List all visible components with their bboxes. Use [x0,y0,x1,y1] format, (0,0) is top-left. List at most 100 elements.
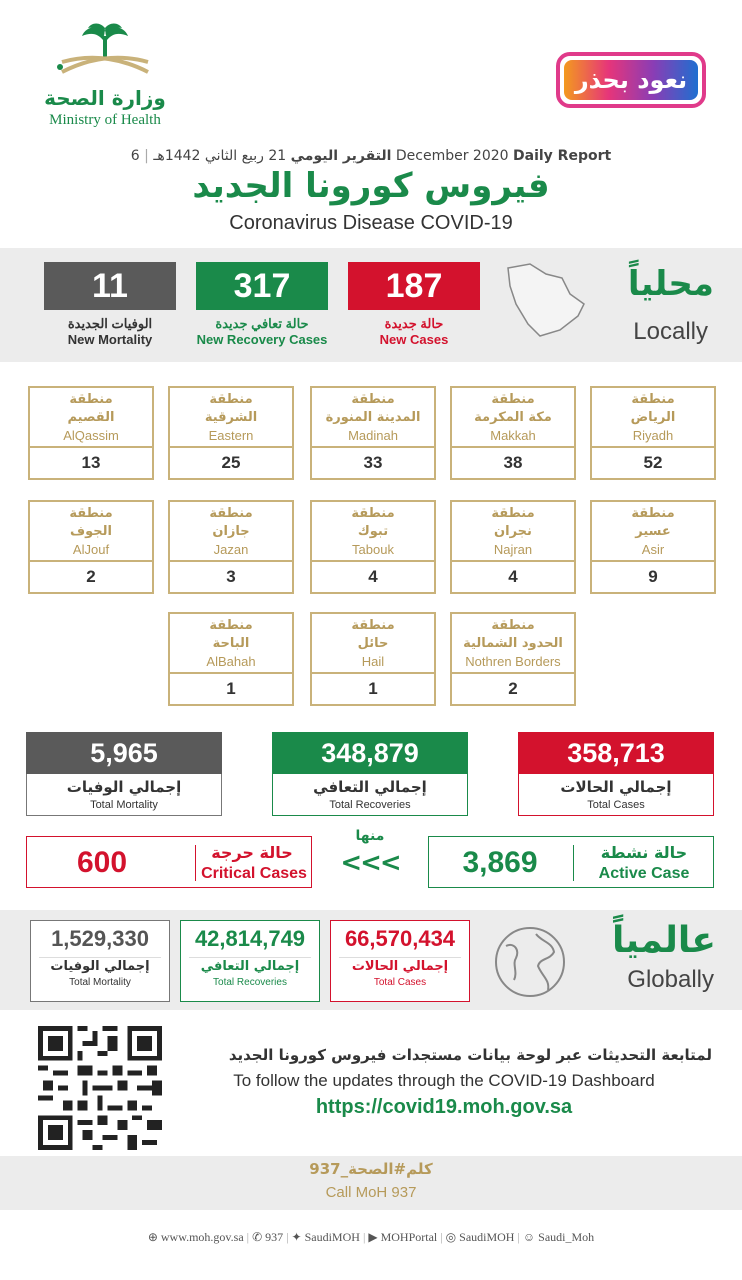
region-name-en: Madinah [348,428,398,443]
global-cases-en: Total Cases [373,977,427,988]
local-title-en: Locally [633,318,708,345]
total-mortality: 5,965 إجمالي الوفيات Total Mortality [26,732,222,816]
ministry-name-en: Ministry of Health [49,112,161,128]
daily-report-line: التقرير اليومي 21 ربيع الثاني 1442هـ | 6… [130,148,612,164]
call-band [0,1156,742,1210]
region-word: منطقة [69,392,113,407]
global-recoveries-ar: إجمالي التعافي [189,957,311,976]
moh-logo: وزارة الصحة Ministry of Health [40,22,170,132]
twitter-icon: ✦ [291,1230,302,1244]
footer-twitter[interactable]: SaudiMOH [304,1230,360,1244]
local-mortality: 11 الوفيات الجديدة New Mortality [44,262,176,348]
region-name-en: Asir [641,542,665,557]
region-count: 33 [363,453,383,472]
region-card: منطقة حائل Hail 1 [310,612,436,706]
region-name-en: Eastern [208,428,254,443]
qr-code[interactable] [38,1026,162,1150]
footer-web[interactable]: www.moh.gov.sa [160,1230,244,1244]
total-recoveries-ar: إجمالي التعافي [313,778,427,796]
critical-cases-box: 600 حالة حرجة Critical Cases [26,836,312,888]
region-card: منطقة الحدود الشمالية Nothren Borders 2 [450,612,576,706]
hijri-date: 21 ربيع الثاني 1442هـ [153,148,287,164]
region-word: منطقة [209,392,253,407]
daily-report-en: Daily Report [513,148,612,164]
global-cases-value: 66,570,434 [344,926,456,951]
arrows-icon: <<< [340,848,401,878]
critical-en: Critical Cases [201,865,307,882]
region-name-en: AlJouf [72,542,110,557]
region-card: منطقة المدينة المنورة Madinah 33 [310,386,436,480]
region-name-en: Makkah [490,428,536,443]
call-en: Call MoH 937 [325,1184,417,1201]
active-value: 3,869 [462,846,538,879]
dashboard-en: To follow the updates through the COVID-… [233,1071,655,1090]
region-name-en: Riyadh [632,428,674,443]
footer-snapchat[interactable]: Saudi_Moh [538,1230,595,1244]
region-name-ar: القصيم [67,410,115,425]
global-recoveries: 42,814,749 إجمالي التعافي Total Recoveri… [180,920,320,1002]
title-en: Coronavirus Disease COVID-19 [229,212,513,234]
youtube-icon: ▶ [368,1230,378,1244]
active-cases-box: 3,869 حالة نشطة Active Case [428,836,714,888]
region-word: منطقة [631,392,675,407]
region-card: منطقة مكة المكرمة Makkah 38 [450,386,576,480]
local-cases: 187 حالة جديدة New Cases [348,262,480,348]
footer-instagram[interactable]: SaudiMOH [459,1230,515,1244]
global-mortality-en: Total Mortality [69,977,131,988]
daily-report-ar: التقرير اليومي [290,148,392,164]
global-title-ar: عالمياً [612,920,716,961]
critical-ar: حالة حرجة [211,843,293,862]
global-cases: 66,570,434 إجمالي الحالات Total Cases [330,920,470,1002]
global-title-en: Globally [627,966,714,993]
region-name-ar: الحدود الشمالية [463,636,563,651]
region-name-ar: الشرقية [204,410,258,425]
region-card: منطقة نجران Najran 4 [450,500,576,594]
region-word: منطقة [69,506,113,521]
region-count: 4 [508,567,518,586]
region-name-en: AlQassim [63,428,119,443]
dashboard-link[interactable]: https://covid19.moh.gov.sa [315,1096,573,1118]
region-name-ar: نجران [494,524,532,539]
region-count: 25 [221,453,241,472]
region-card: منطقة تبوك Tabouk 4 [310,500,436,594]
region-count: 13 [81,453,101,472]
dashboard-ar: لمتابعة التحديثات عبر لوحة بيانات مستجدا… [228,1046,712,1064]
web-icon: ⊕ [147,1230,158,1244]
region-name-ar: جازان [212,524,250,539]
region-word: منطقة [491,392,535,407]
local-title-ar: محلياً [627,264,714,304]
region-count: 52 [643,453,663,472]
snapchat-icon: ☺ [522,1230,536,1244]
total-mortality-ar: إجمالي الوفيات [66,778,182,796]
region-name-en: Tabouk [352,542,394,557]
region-word: منطقة [351,506,395,521]
footer-phone[interactable]: 937 [265,1230,284,1244]
region-card: منطقة الجوف AlJouf 2 [28,500,154,594]
active-ar: حالة نشطة [600,843,688,862]
gregorian-date: 6 December 2020 [130,148,509,164]
region-word: منطقة [351,392,395,407]
footer-youtube[interactable]: MOHPortal [380,1230,438,1244]
campaign-text: نعود بحذر [574,66,688,94]
local-cases-value: 187 [348,262,480,310]
region-count: 9 [648,567,658,586]
ministry-name-ar: وزارة الصحة [44,86,166,110]
region-name-ar: عسير [635,524,671,539]
local-mortality-en: New Mortality [67,332,153,347]
global-mortality-ar: إجمالي الوفيات [39,957,161,976]
region-card: منطقة الرياض Riyadh 52 [590,386,716,480]
footer-links: ⊕ www.moh.gov.sa | ✆ 937 | ✦ SaudiMOH | … [147,1230,595,1244]
total-cases-ar: إجمالي الحالات [560,778,672,796]
local-recovery-value: 317 [196,262,328,310]
region-count: 3 [226,567,236,586]
global-mortality: 1,529,330 إجمالي الوفيات Total Mortality [30,920,170,1002]
global-recoveries-en: Total Recoveries [213,977,287,988]
region-name-en: Najran [493,542,533,557]
region-name-en: Nothren Borders [465,654,561,669]
region-name-en: AlBahah [206,654,256,669]
local-recovery-en: New Recovery Cases [196,332,328,347]
total-cases-value: 358,713 [518,732,714,774]
region-card: منطقة الباحة AlBahah 1 [168,612,294,706]
campaign-badge: نعود بحذر [556,52,706,108]
region-count: 4 [368,567,378,586]
